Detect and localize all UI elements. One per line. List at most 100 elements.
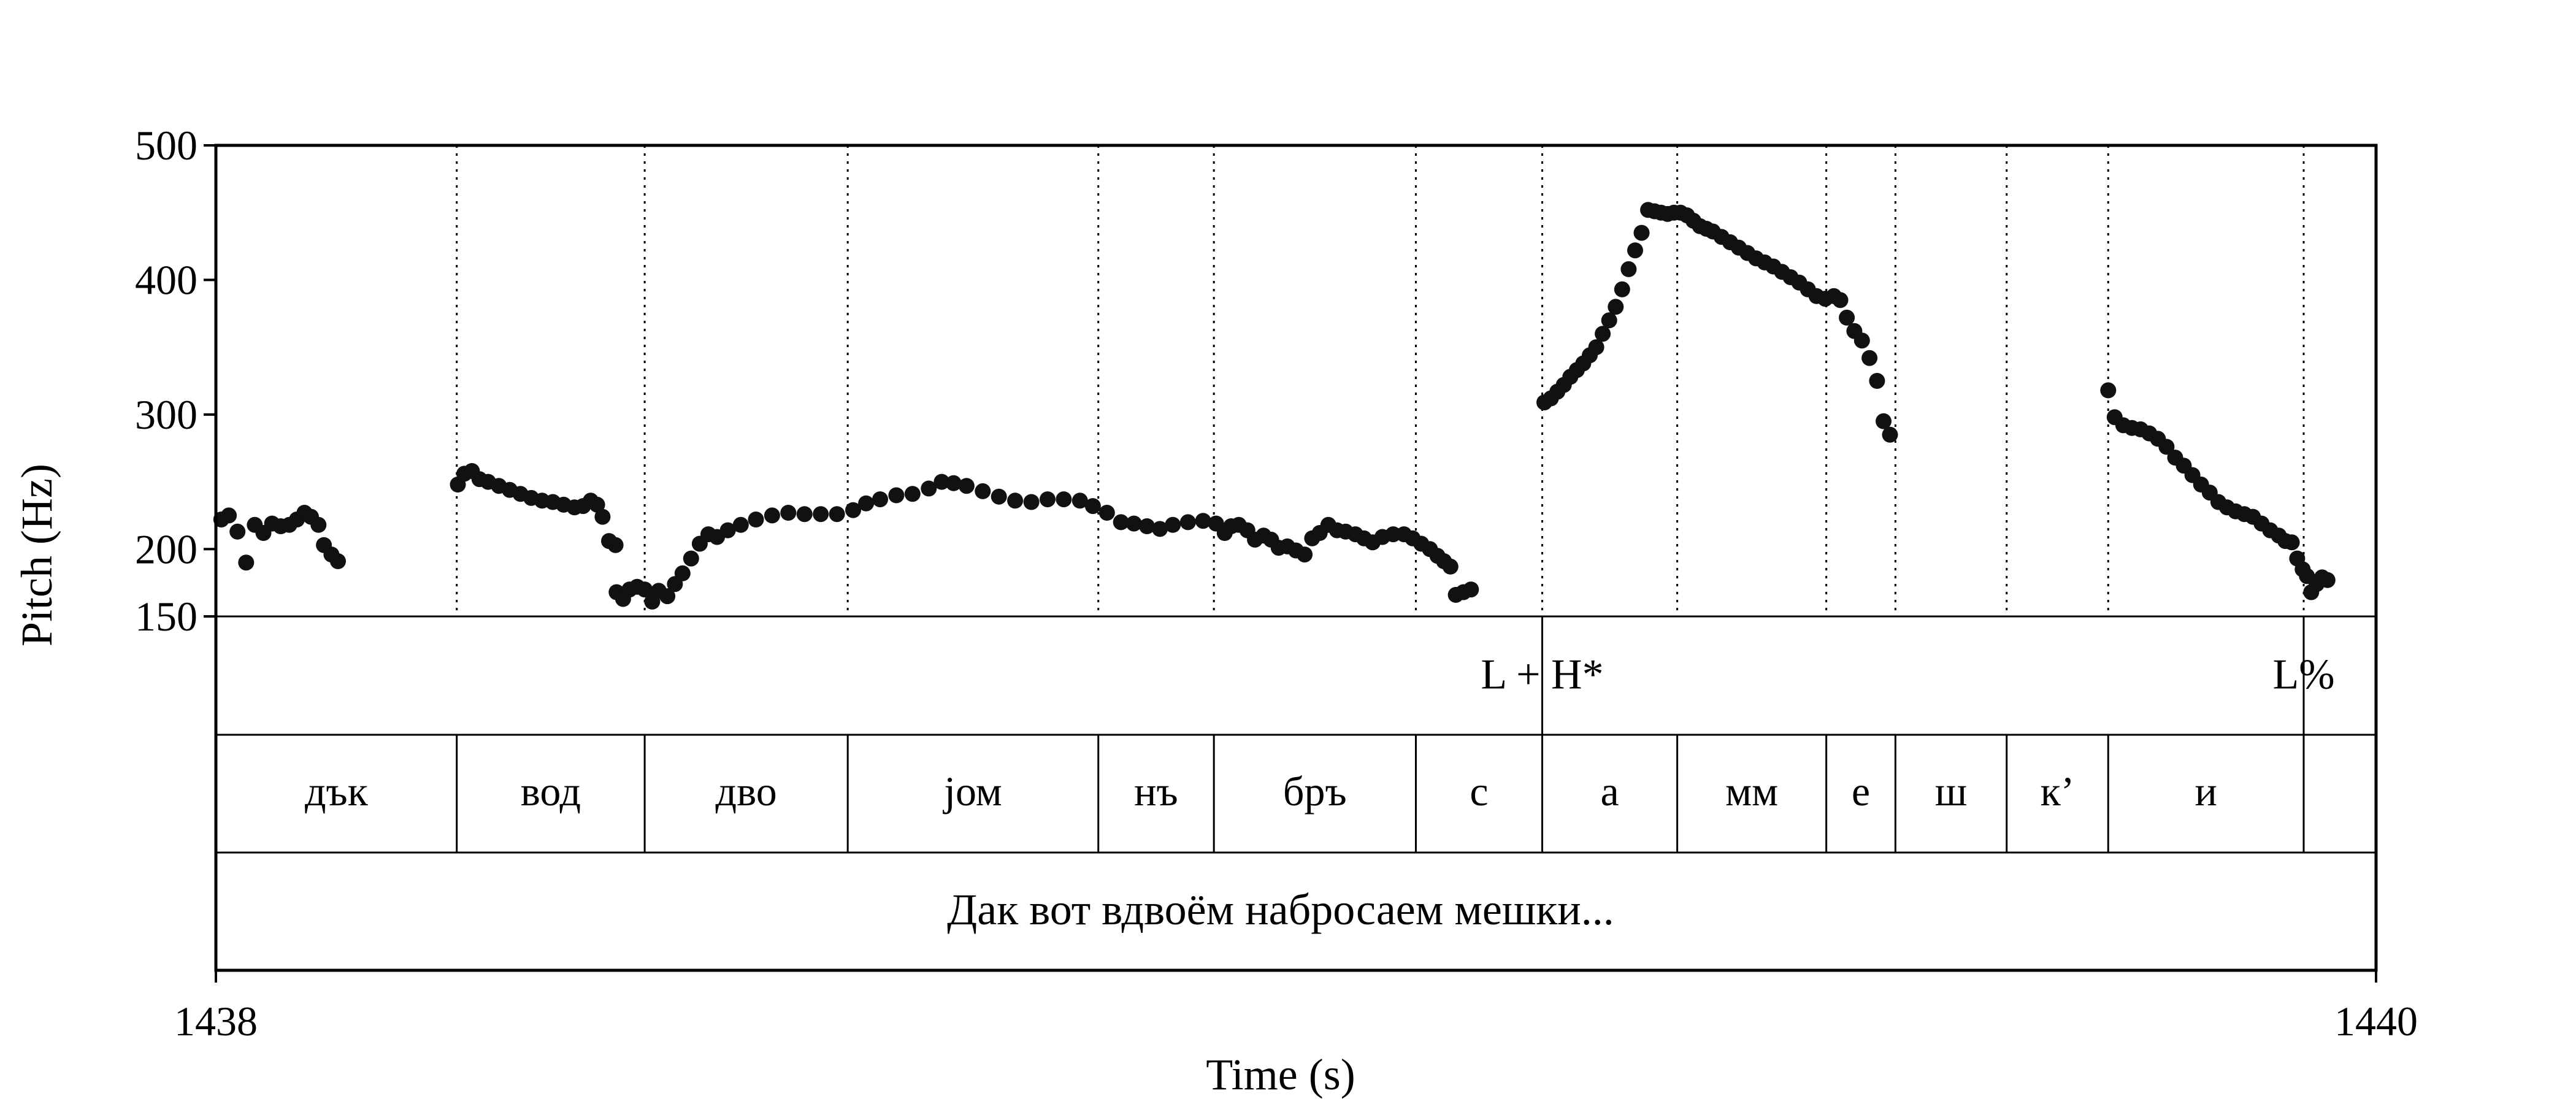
- segment-boundaries: [456, 145, 2305, 616]
- segment-label: jом: [943, 768, 1002, 815]
- pitch-point: [238, 554, 255, 571]
- pitch-point: [1853, 332, 1870, 349]
- pitch-point: [945, 475, 962, 491]
- segment-label: мм: [1725, 768, 1778, 815]
- segment-label: нъ: [1134, 768, 1178, 815]
- pitch-point: [1023, 494, 1040, 510]
- y-tick-label: 500: [135, 122, 197, 169]
- segment-label: вод: [521, 768, 581, 815]
- pitch-point: [1882, 426, 1898, 443]
- tone-label: L%: [2272, 651, 2334, 699]
- pitch-point: [221, 507, 237, 524]
- pitch-point: [683, 550, 699, 567]
- pitch-point: [1071, 493, 1088, 509]
- x-axis-title: Time (s): [1206, 1050, 1355, 1099]
- pitch-point: [1040, 491, 1056, 508]
- pitch-point: [1007, 493, 1024, 509]
- pitch-point: [872, 491, 888, 508]
- pitch-point: [594, 508, 611, 525]
- y-tick-label: 200: [135, 526, 197, 572]
- pitch-point: [229, 523, 246, 540]
- pitch-point: [1601, 312, 1617, 329]
- pitch-point: [1152, 521, 1168, 537]
- pitch-point: [975, 483, 991, 499]
- pitch-point: [1588, 339, 1604, 356]
- sentence-label: Дак вот вдвоём набросаем мешки...: [947, 885, 1614, 934]
- pitch-point: [2319, 572, 2336, 588]
- pitch-point: [1608, 299, 1624, 315]
- x-tick-label: 1438: [174, 998, 258, 1045]
- pitch-point: [1125, 515, 1142, 532]
- pitch-point: [858, 495, 875, 512]
- pitch-point: [764, 507, 780, 524]
- pitch-point: [1876, 413, 1892, 429]
- pitch-point: [1839, 309, 1855, 326]
- pitch-point: [829, 506, 845, 523]
- pitch-point: [659, 588, 676, 605]
- segment-label: а: [1600, 768, 1619, 815]
- pitch-point: [1056, 491, 1072, 508]
- segment-label: ш: [1935, 768, 1967, 815]
- pitch-point: [1463, 581, 1479, 598]
- pitch-point: [958, 478, 975, 494]
- pitch-point: [310, 516, 327, 533]
- pitch-point: [1832, 292, 1849, 309]
- pitch-point: [330, 553, 346, 569]
- segment-tier: дък вод дво jом нъ бръ с а мм е ш к’ и: [305, 735, 2305, 853]
- pitch-point: [796, 506, 813, 523]
- tone-label: L + H*: [1481, 651, 1603, 699]
- pitch-point: [637, 581, 653, 598]
- segment-label: бръ: [1283, 768, 1347, 815]
- pitch-point: [1165, 516, 1181, 533]
- pitch-point: [1861, 350, 1878, 366]
- pitch-point: [1098, 505, 1115, 521]
- pitch-point: [1179, 514, 1196, 531]
- pitch-point: [748, 512, 764, 527]
- tone-tier: L + H* L%: [1481, 616, 2335, 735]
- pitch-point: [780, 505, 797, 521]
- figure-border: [214, 144, 2378, 972]
- segment-label: к’: [2041, 768, 2075, 815]
- pitch-point: [1620, 261, 1637, 277]
- pitch-point: [2100, 382, 2117, 399]
- pitch-points: [213, 202, 2336, 610]
- pitch-point: [845, 502, 861, 518]
- pitch-point: [2158, 439, 2175, 455]
- pitch-point: [2283, 534, 2300, 551]
- pitch-point: [607, 537, 624, 553]
- y-tick-label: 150: [135, 593, 197, 640]
- pitch-point: [904, 486, 921, 502]
- pitch-point: [1614, 281, 1630, 297]
- pitch-point: [732, 516, 749, 533]
- pitch-point: [1195, 513, 1211, 529]
- pitch-point: [674, 565, 691, 581]
- y-tick-label: 400: [135, 256, 197, 303]
- pitch-point: [1633, 224, 1650, 241]
- pitch-point: [933, 473, 950, 490]
- segment-label: с: [1470, 768, 1488, 815]
- x-tick-label: 1440: [2334, 998, 2418, 1045]
- pitch-point: [1113, 514, 1129, 531]
- pitch-point: [1869, 373, 1885, 389]
- pitch-point: [589, 496, 605, 513]
- y-axis-ticks: 500 400 300 200 150: [135, 122, 216, 640]
- pitch-point: [991, 488, 1007, 505]
- pitch-point: [888, 487, 905, 504]
- y-axis-title: Pitch (Hz): [12, 464, 61, 646]
- plot-frame: [214, 144, 2378, 972]
- pitch-point: [1442, 558, 1459, 575]
- pitch-point: [1595, 326, 1611, 342]
- pitch-point: [1139, 518, 1155, 534]
- pitch-point: [1297, 546, 1313, 563]
- segment-label: дво: [716, 768, 777, 815]
- segment-label: дък: [305, 768, 369, 815]
- y-tick-label: 300: [135, 391, 197, 438]
- pitch-point: [1084, 498, 1101, 515]
- pitch-point: [719, 522, 736, 539]
- pitch-point: [813, 506, 829, 523]
- segment-label: е: [1852, 768, 1870, 815]
- pitch-point: [1627, 242, 1643, 259]
- x-axis-ticks: 1438 1440: [174, 970, 2418, 1045]
- pitch-point: [921, 480, 937, 497]
